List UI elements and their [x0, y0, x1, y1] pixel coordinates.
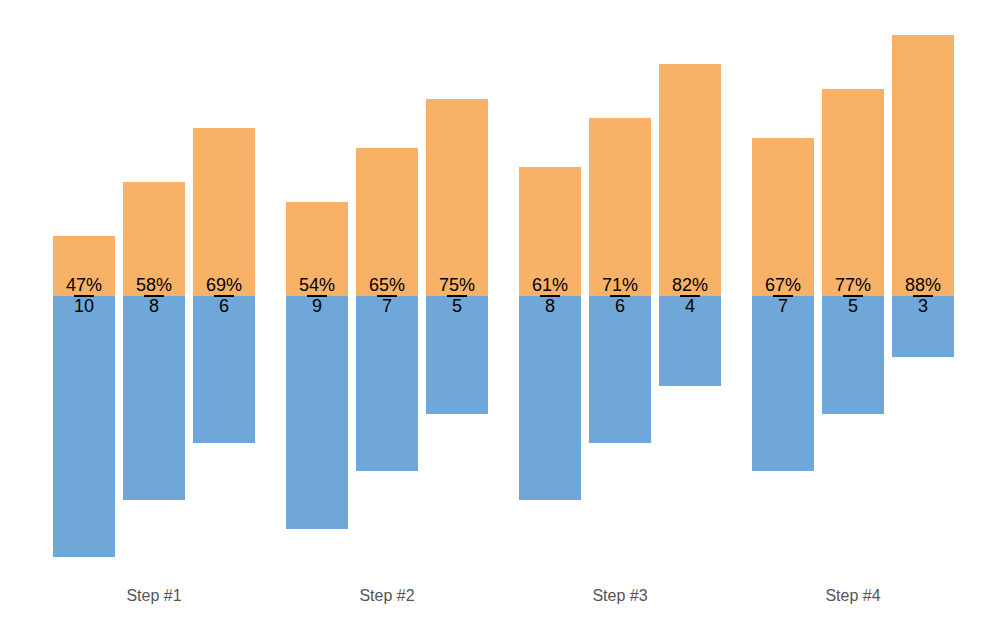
percent-bar-up [193, 128, 255, 296]
count-bar-down [53, 296, 115, 557]
percent-bar-up [752, 138, 814, 296]
percent-bar-up [822, 89, 884, 296]
count-bar-down [356, 296, 418, 471]
count-label: 8 [123, 297, 185, 315]
count-bar-down [193, 296, 255, 443]
percent-bar-up [589, 118, 651, 296]
count-label: 6 [193, 297, 255, 315]
percent-bar-up [356, 148, 418, 296]
count-label: 9 [286, 297, 348, 315]
percent-label: 47% [53, 276, 115, 294]
percent-label: 61% [519, 276, 581, 294]
percent-label: 77% [822, 276, 884, 294]
percent-label: 65% [356, 276, 418, 294]
count-bar-down [123, 296, 185, 500]
percent-bar-up [426, 99, 488, 296]
percent-label: 58% [123, 276, 185, 294]
count-label: 5 [426, 297, 488, 315]
group-label: Step #4 [753, 588, 953, 604]
diverging-bar-chart: 47% 10 58% 8 69% 6 Step #1 54% 9 65% 7 75% 5 Step #2 6… [0, 0, 1000, 618]
count-label: 10 [53, 297, 115, 315]
percent-label: 67% [752, 276, 814, 294]
percent-label: 82% [659, 276, 721, 294]
percent-bar-up [659, 64, 721, 296]
percent-label: 69% [193, 276, 255, 294]
count-label: 7 [752, 297, 814, 315]
count-bar-down [589, 296, 651, 443]
count-bar-down [752, 296, 814, 471]
percent-label: 71% [589, 276, 651, 294]
count-label: 3 [892, 297, 954, 315]
percent-label: 88% [892, 276, 954, 294]
percent-label: 75% [426, 276, 488, 294]
count-label: 5 [822, 297, 884, 315]
group-label: Step #2 [287, 588, 487, 604]
percent-label: 54% [286, 276, 348, 294]
count-label: 6 [589, 297, 651, 315]
group-label: Step #3 [520, 588, 720, 604]
count-label: 7 [356, 297, 418, 315]
count-label: 4 [659, 297, 721, 315]
group-label: Step #1 [54, 588, 254, 604]
count-label: 8 [519, 297, 581, 315]
count-bar-down [286, 296, 348, 529]
count-bar-down [519, 296, 581, 500]
percent-bar-up [892, 35, 954, 296]
